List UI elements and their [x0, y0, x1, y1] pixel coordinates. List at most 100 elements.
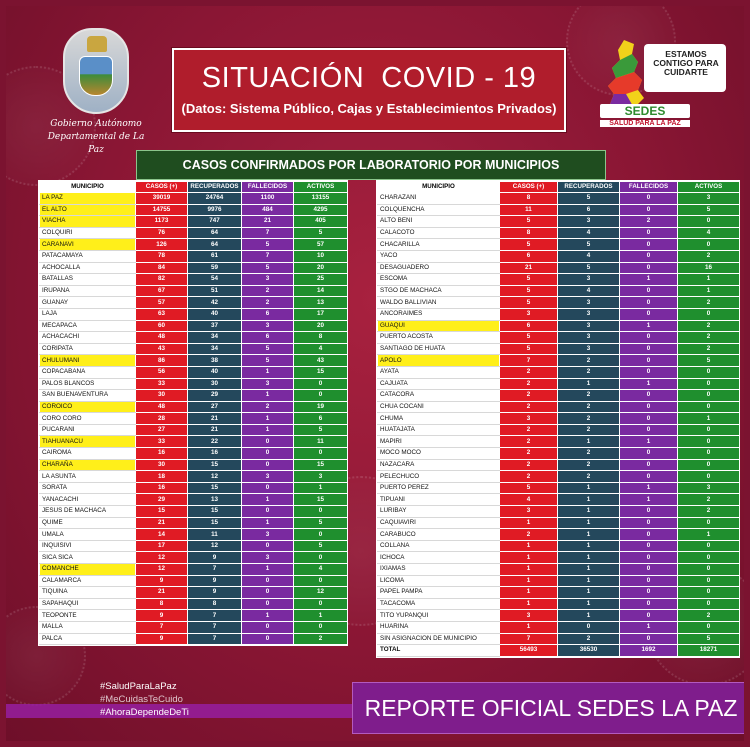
- casos-cell: 30: [135, 458, 188, 472]
- table-row: CHACARILLA 5 5 0 0: [377, 238, 740, 251]
- recuperados-cell: 2: [557, 458, 620, 472]
- casos-cell: 2: [499, 400, 558, 414]
- recuperados-cell: 15: [187, 458, 242, 472]
- table-row: PELECHUCO 2 2 0 0: [377, 470, 740, 483]
- recuperados-cell: 7: [187, 563, 242, 576]
- fallecidos-cell: 1: [619, 435, 678, 449]
- activos-cell: 405: [293, 215, 348, 228]
- municipio-cell: LAJA: [39, 307, 136, 321]
- left-table-panel: MUNICIPIO CASOS (+) RECUPERADOS FALLECID…: [38, 180, 348, 647]
- activos-cell: 5: [293, 539, 348, 553]
- table-row: EL ALTO 14755 9976 484 4295: [39, 203, 348, 217]
- casos-cell: 56: [135, 365, 188, 379]
- table-row: STGO DE MACHACA 5 4 0 1: [377, 284, 740, 298]
- table-row: MAPIRI 2 1 1 0: [377, 435, 740, 449]
- recuperados-cell: 9: [187, 574, 242, 588]
- sedes-tagline: SALUD PARA LA PAZ: [600, 120, 690, 127]
- activos-cell: 0: [677, 539, 740, 553]
- activos-cell: 0: [677, 400, 740, 414]
- la-paz-map-icon: [608, 40, 644, 112]
- table-row: COLQUENCHA 11 6 0 5: [377, 203, 740, 217]
- col-header-activos: ACTIVOS: [677, 181, 740, 193]
- casos-cell: 16: [135, 481, 188, 495]
- fallecidos-cell: 2: [241, 296, 294, 309]
- hashtag: #AhoraDependeDeTi: [100, 707, 189, 718]
- municipio-cell: TACACOMA: [377, 597, 500, 611]
- recuperados-cell: 1: [557, 528, 620, 541]
- activos-cell: 0: [677, 389, 740, 402]
- municipio-cell: COLQUENCHA: [377, 203, 500, 217]
- activos-cell: 2: [677, 493, 740, 507]
- municipio-cell: CALAMARCA: [39, 574, 136, 588]
- municipio-cell: LURIBAY: [377, 505, 500, 518]
- col-header-casos: CASOS (+): [135, 181, 188, 193]
- activos-cell: 14: [293, 284, 348, 298]
- casos-cell: 5: [499, 481, 558, 495]
- fallecidos-cell: 0: [619, 470, 678, 483]
- recuperados-cell: 40: [187, 307, 242, 321]
- fallecidos-cell: 0: [241, 586, 294, 599]
- activos-cell: 5: [293, 226, 348, 240]
- recuperados-cell: 2: [557, 412, 620, 425]
- table-row: SAN BUENAVENTURA 30 29 1 0: [39, 389, 348, 402]
- casos-cell: 60: [135, 319, 188, 333]
- fallecidos-cell: 1: [241, 423, 294, 437]
- recuperados-cell: 15: [187, 516, 242, 530]
- casos-cell: 12: [135, 551, 188, 564]
- fallecidos-cell: 0: [619, 296, 678, 309]
- municipio-cell: CORO CORO: [39, 412, 136, 425]
- fallecidos-cell: 0: [241, 632, 294, 646]
- recuperados-cell: 5: [557, 261, 620, 275]
- fallecidos-cell: 0: [241, 597, 294, 611]
- municipio-cell: PUCARANI: [39, 423, 136, 437]
- municipio-cell: MECAPACA: [39, 319, 136, 333]
- recuperados-cell: 2: [557, 470, 620, 483]
- table-row: CATACORA 2 2 0 0: [377, 389, 740, 402]
- recuperados-cell: 12: [187, 470, 242, 483]
- sedes-wordmark: SEDES: [600, 104, 690, 118]
- sedes-logo: ESTAMOS CONTIGO PARA CUIDARTE SEDES SALU…: [598, 34, 728, 134]
- activos-cell: 5: [677, 354, 740, 367]
- table-row: WALDO BALLIVIAN 5 3 0 2: [377, 296, 740, 309]
- municipio-cell: ALTO BENI: [377, 215, 500, 228]
- poster: Gobierno Autónomo Departamental de La Pa…: [6, 6, 744, 741]
- fallecidos-cell: 0: [619, 284, 678, 298]
- fallecidos-cell: 3: [241, 377, 294, 391]
- activos-cell: 0: [677, 586, 740, 599]
- recuperados-cell: 2: [557, 389, 620, 402]
- recuperados-cell: 37: [187, 319, 242, 333]
- recuperados-cell: 64: [187, 226, 242, 240]
- recuperados-cell: 42: [187, 296, 242, 309]
- fallecidos-cell: 0: [619, 516, 678, 530]
- casos-cell: 39019: [135, 192, 188, 205]
- casos-cell: 4: [499, 493, 558, 507]
- recuperados-cell: 1: [557, 505, 620, 518]
- casos-cell: 33: [135, 435, 188, 449]
- recuperados-cell: 11: [187, 528, 242, 541]
- casos-cell: 126: [135, 238, 188, 251]
- activos-cell: 0: [293, 447, 348, 460]
- activos-cell: 2: [677, 609, 740, 622]
- casos-cell: 84: [135, 261, 188, 275]
- activos-cell: 0: [677, 435, 740, 449]
- table-row: CAIROMA 16 16 0 0: [39, 447, 348, 460]
- casos-cell: 30: [135, 389, 188, 402]
- municipio-cell: WALDO BALLIVIAN: [377, 296, 500, 309]
- municipio-cell: COROICO: [39, 400, 136, 414]
- fallecidos-cell: 0: [619, 389, 678, 402]
- table-row: APOLO 7 2 0 5: [377, 354, 740, 367]
- fallecidos-cell: 5: [241, 342, 294, 356]
- activos-cell: 0: [677, 458, 740, 472]
- municipio-cell: PATACAMAYA: [39, 249, 136, 263]
- table-row: PAPEL PAMPA 1 1 0 0: [377, 586, 740, 599]
- municipio-cell: COLLANA: [377, 539, 500, 553]
- fallecidos-cell: 1: [241, 365, 294, 379]
- casos-cell: 21: [499, 261, 558, 275]
- table-row: TIQUINA 21 9 0 12: [39, 586, 348, 599]
- table-row: TIPUANI 4 1 1 2: [377, 493, 740, 507]
- recuperados-cell: 4: [557, 226, 620, 240]
- casos-cell: 1: [499, 586, 558, 599]
- casos-cell: 8: [499, 192, 558, 205]
- fallecidos-cell: 1: [619, 319, 678, 333]
- casos-cell: 27: [135, 423, 188, 437]
